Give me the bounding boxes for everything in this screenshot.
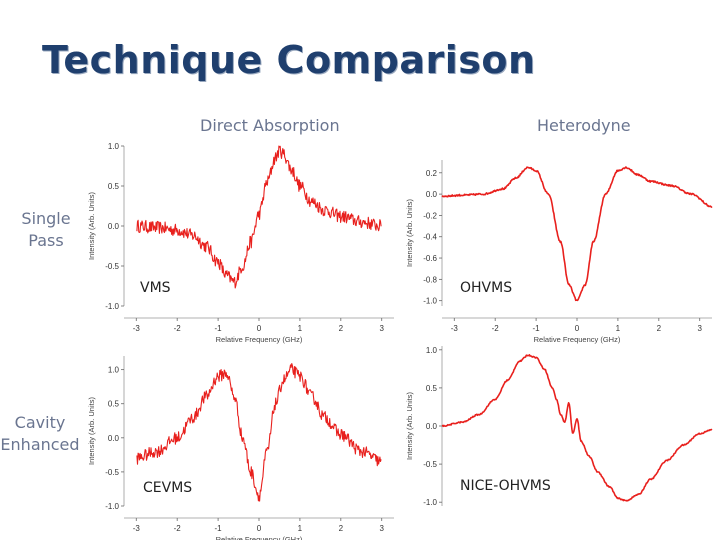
x-tick-label: -1	[215, 324, 223, 333]
technique-label-ohvms: OHVMS	[460, 280, 513, 296]
x-tick-label: 3	[380, 324, 385, 333]
column-heading-direct-absorption: Direct Absorption	[200, 116, 340, 135]
y-tick-label: 1.0	[108, 142, 120, 151]
x-tick-label: 0	[257, 524, 262, 533]
y-tick-label: 0.0	[108, 222, 120, 231]
chart-nice-ohvms-svg: -1.0 -0.5 0.0 0.5 1.0 Intensity (Arb. Units)	[405, 346, 713, 507]
x-axis-title: Relative Frequency (GHz)	[216, 335, 303, 344]
y-tick-label: -0.5	[423, 460, 437, 469]
row-heading-cavity-enhanced: Cavity Enhanced	[0, 412, 80, 456]
y-tick-label: 0.2	[426, 169, 438, 178]
y-tick-label: -1.0	[423, 297, 437, 306]
series-line	[441, 166, 713, 302]
y-tick-label: 0.0	[426, 190, 438, 199]
y-tick-label: 0.0	[426, 422, 438, 431]
x-tick-label: -3	[133, 524, 141, 533]
x-tick-label: 1	[298, 324, 303, 333]
x-tick-label: -2	[174, 324, 182, 333]
x-tick-label: -3	[451, 324, 459, 333]
column-heading-heterodyne: Heterodyne	[537, 116, 631, 135]
x-tick-label: 2	[657, 324, 662, 333]
row-heading-line: Cavity	[14, 413, 66, 432]
x-tick-label: 3	[698, 324, 703, 333]
y-tick-label: 0.5	[108, 400, 120, 409]
y-tick-label: -0.6	[423, 254, 437, 263]
x-tick-label: 0	[575, 324, 580, 333]
y-tick-label: -0.2	[423, 211, 437, 220]
chart-vms: -1.0 -0.5 0.0 0.5 1.0 Intensity (Arb. Units) -…	[80, 138, 400, 344]
x-tick-label: 1	[616, 324, 621, 333]
row-heading-line: Enhanced	[0, 435, 80, 454]
chart-ohvms: -1.0 -0.8 -0.6 -0.4 -0.2 0.0 0.2 Intensity (Arb…	[398, 148, 718, 344]
chart-cevms: -1.0 -0.5 0.0 0.5 1.0 Intensity (Arb. Units) -…	[80, 346, 400, 540]
y-tick-label: 0.5	[426, 384, 438, 393]
series-line	[136, 363, 382, 502]
chart-cevms-svg: -1.0 -0.5 0.0 0.5 1.0 Intensity (Arb. Units) -…	[87, 356, 394, 540]
y-axis-title: Intensity (Arb. Units)	[87, 397, 96, 465]
x-tick-label: 3	[380, 524, 385, 533]
row-heading-line: Single	[21, 209, 71, 228]
series-line	[441, 354, 713, 502]
chart-vms-svg: -1.0 -0.5 0.0 0.5 1.0 Intensity (Arb. Units) -…	[87, 142, 394, 344]
y-tick-label: -0.5	[105, 468, 119, 477]
x-tick-label: -1	[533, 324, 541, 333]
series-line	[136, 145, 382, 289]
x-axis-title: Relative Frequency (GHz)	[216, 535, 303, 540]
chart-nice-ohvms: -1.0 -0.5 0.0 0.5 1.0 Intensity (Arb. Units)	[398, 340, 718, 525]
technique-label-vms: VMS	[140, 280, 171, 296]
y-axis-title: Intensity (Arb. Units)	[405, 392, 414, 460]
x-tick-label: 0	[257, 324, 262, 333]
x-tick-label: 1	[298, 524, 303, 533]
technique-label-nice-ohvms: NICE-OHVMS	[460, 478, 551, 494]
y-tick-label: 0.5	[108, 182, 120, 191]
row-heading-line: Pass	[28, 231, 64, 250]
y-axis-title: Intensity (Arb. Units)	[405, 199, 414, 267]
y-tick-label: 1.0	[108, 366, 120, 375]
y-tick-label: -1.0	[105, 502, 119, 511]
row-heading-single-pass: Single Pass	[18, 208, 74, 252]
y-tick-label: 0.0	[108, 434, 120, 443]
y-tick-label: -0.5	[105, 262, 119, 271]
x-tick-label: -1	[215, 524, 223, 533]
x-tick-label: -2	[492, 324, 500, 333]
x-tick-label: -2	[174, 524, 182, 533]
y-tick-label: -0.8	[423, 275, 437, 284]
y-tick-label: -1.0	[105, 302, 119, 311]
technique-label-cevms: CEVMS	[143, 480, 193, 496]
x-tick-label: 2	[339, 524, 344, 533]
x-tick-label: 2	[339, 324, 344, 333]
x-tick-label: -3	[133, 324, 141, 333]
y-tick-label: -0.4	[423, 233, 437, 242]
x-axis-title: Relative Frequency (GHz)	[534, 335, 621, 344]
y-tick-label: 1.0	[426, 346, 438, 355]
chart-ohvms-svg: -1.0 -0.8 -0.6 -0.4 -0.2 0.0 0.2 Intensity (Arb…	[405, 160, 713, 344]
slide-title: Technique Comparison	[42, 38, 536, 82]
y-tick-label: -1.0	[423, 498, 437, 507]
y-axis-title: Intensity (Arb. Units)	[87, 192, 96, 260]
